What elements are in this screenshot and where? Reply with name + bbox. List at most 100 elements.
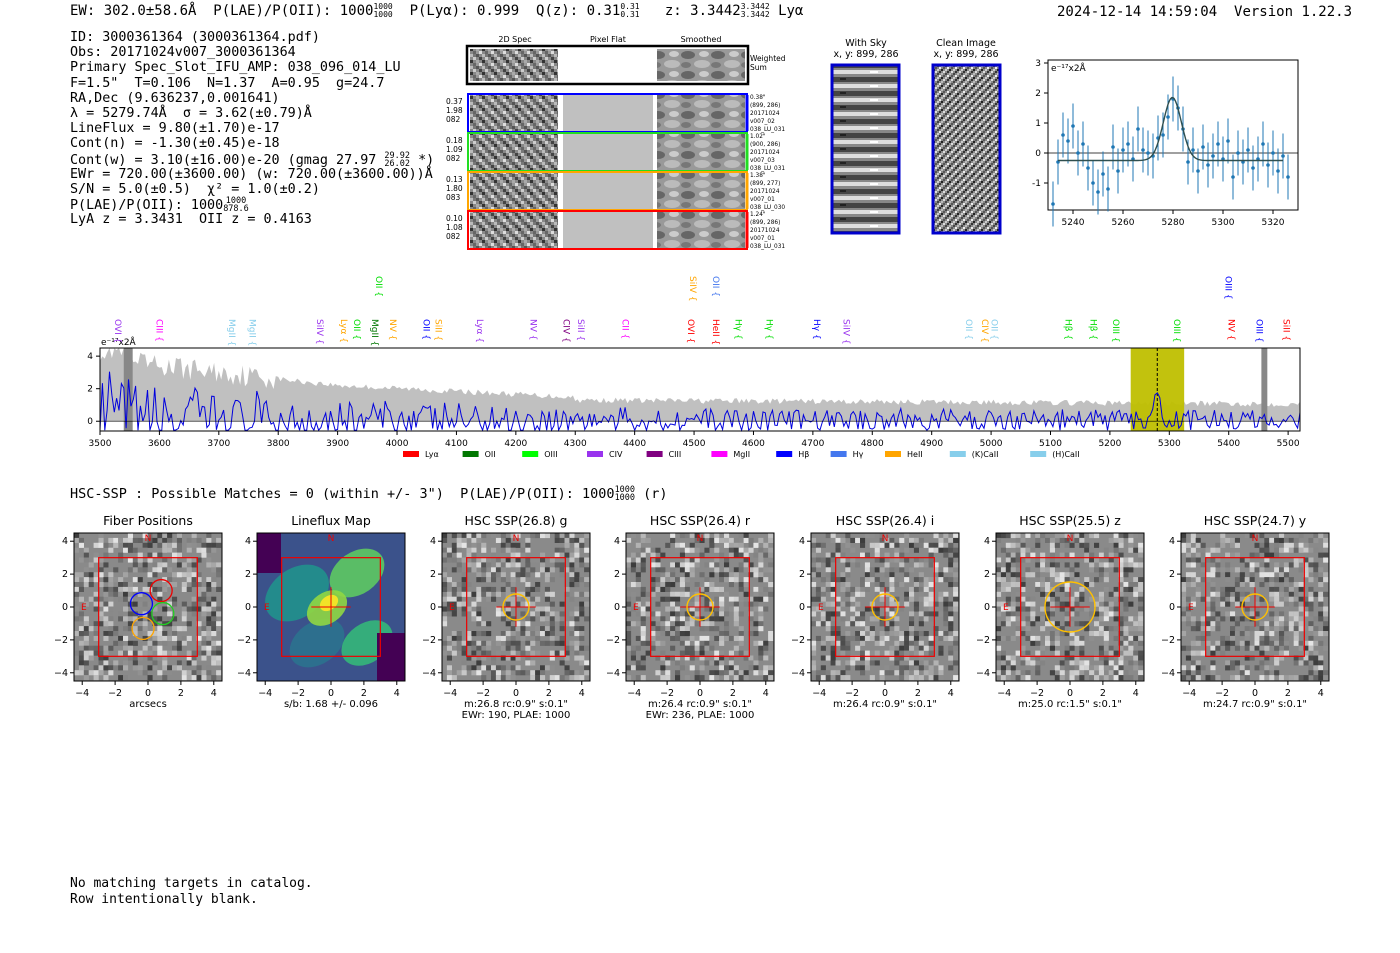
hsc-pixel bbox=[850, 537, 856, 543]
hsc-pixel bbox=[670, 577, 676, 583]
hsc-pixel bbox=[1210, 645, 1216, 651]
hsc-pixel bbox=[88, 582, 94, 588]
hsc-pixel bbox=[996, 533, 1002, 539]
legend-label-8: HeII bbox=[907, 450, 923, 459]
hsc-pixel bbox=[1283, 547, 1289, 553]
line-label-4: SiIV { bbox=[314, 319, 324, 345]
hsc-pixel bbox=[98, 650, 104, 656]
hsc-pixel bbox=[626, 621, 632, 627]
hsc-pixel bbox=[996, 582, 1002, 588]
hsc-pixel bbox=[743, 591, 749, 597]
hsc-pixel bbox=[1288, 537, 1294, 543]
info-id: ID: 3000361364 (3000361364.pdf) bbox=[70, 30, 320, 45]
hsc-pixel bbox=[1128, 537, 1134, 543]
hsc-pixel bbox=[1274, 645, 1280, 651]
hsc-pixel bbox=[584, 567, 590, 573]
hsc-pixel bbox=[815, 670, 821, 676]
hsc-pixel bbox=[953, 596, 959, 602]
hsc-pixel bbox=[1259, 582, 1265, 588]
hsc-pixel bbox=[83, 567, 89, 573]
hsc-pixel bbox=[684, 567, 690, 573]
hsc-pixel bbox=[874, 567, 880, 573]
hsc-pixel bbox=[948, 645, 954, 651]
hsc-pixel bbox=[733, 547, 739, 553]
hsc-pixel bbox=[1054, 675, 1060, 681]
hsc-pixel bbox=[719, 631, 725, 637]
hsc-pixel bbox=[748, 631, 754, 637]
header-z-lo: 3.3442 bbox=[740, 10, 770, 19]
hsc-pixel bbox=[626, 601, 632, 607]
hsc-pixel bbox=[1059, 537, 1065, 543]
hsc-pixel bbox=[520, 621, 526, 627]
hsc-pixel bbox=[1230, 640, 1236, 646]
hsc-pixel bbox=[579, 606, 585, 612]
catalog-footer: No matching targets in catalog. Row inte… bbox=[70, 876, 313, 907]
hsc-pixel bbox=[889, 582, 895, 588]
hsc-pixel bbox=[753, 665, 759, 671]
hsc-east-label-3: E bbox=[633, 603, 639, 613]
hsc-pixel bbox=[815, 675, 821, 681]
hsc-pixel bbox=[1230, 552, 1236, 558]
hsc-pixel bbox=[689, 562, 695, 568]
hsc-pixel bbox=[1030, 616, 1036, 622]
hsc-pixel bbox=[1298, 547, 1304, 553]
hsc-pixel bbox=[1269, 572, 1275, 578]
hsc-pixel bbox=[1254, 665, 1260, 671]
hsc-pixel bbox=[147, 537, 153, 543]
hsc-pixel bbox=[530, 675, 536, 681]
hsc-pixel bbox=[206, 616, 212, 622]
hsc-pixel bbox=[1220, 533, 1226, 539]
legend-label-3: CIV bbox=[609, 450, 623, 459]
hsc-pixel bbox=[768, 675, 774, 681]
hsc-pixel bbox=[564, 537, 570, 543]
hsc-pixel bbox=[1274, 621, 1280, 627]
hsc-pixel bbox=[108, 596, 114, 602]
hsc-pixel bbox=[540, 567, 546, 573]
hsc-pixel bbox=[1288, 596, 1294, 602]
hsc-pixel bbox=[709, 537, 715, 543]
hsc-pixel bbox=[83, 557, 89, 563]
hsc-pixel bbox=[684, 591, 690, 597]
info-redshift: LyA z = 3.3431 OII z = 0.4163 bbox=[70, 212, 312, 228]
hsc-pixel bbox=[1303, 626, 1309, 632]
hsc-pixel bbox=[1249, 582, 1255, 588]
hsc-pixel bbox=[864, 665, 870, 671]
hsc-pixel bbox=[943, 601, 949, 607]
hsc-pixel bbox=[500, 542, 506, 548]
hsc-pixel bbox=[689, 596, 695, 602]
hsc-pixel bbox=[127, 547, 133, 553]
hsc-pixel bbox=[835, 675, 841, 681]
hsc-pixel bbox=[1308, 606, 1314, 612]
hsc-pixel bbox=[704, 562, 710, 568]
hsc-pixel bbox=[840, 577, 846, 583]
hsc-aperture-box-3 bbox=[650, 557, 750, 657]
hsc-pixel bbox=[167, 670, 173, 676]
hsc-pixel bbox=[670, 621, 676, 627]
hsc-pixel bbox=[1084, 547, 1090, 553]
hsc-pixel bbox=[923, 542, 929, 548]
cutout-left-label-row-3-2: 082 bbox=[446, 232, 461, 241]
hsc-pixel bbox=[758, 626, 764, 632]
hsc-pixel bbox=[152, 572, 158, 578]
hsc-pixel bbox=[481, 626, 487, 632]
cutout-right-label-row-3-1: (899, 286) bbox=[750, 220, 780, 226]
full-xtick-label-17: 5200 bbox=[1098, 439, 1121, 449]
hsc-pixel bbox=[724, 586, 730, 592]
hsc-pixel bbox=[1210, 582, 1216, 588]
hsc-pixel bbox=[660, 631, 666, 637]
hsc-pixel bbox=[879, 557, 885, 563]
hsc-pixel bbox=[211, 567, 217, 573]
hsc-pixel bbox=[515, 557, 521, 563]
hsc-pixel bbox=[1293, 626, 1299, 632]
hsc-pixel bbox=[579, 635, 585, 641]
hsc-pixel bbox=[1094, 577, 1100, 583]
hsc-pixel bbox=[1239, 596, 1245, 602]
hsc-pixel bbox=[1138, 586, 1144, 592]
hsc-pixel bbox=[630, 552, 636, 558]
hsc-pixel bbox=[211, 596, 217, 602]
hsc-pixel bbox=[515, 596, 521, 602]
hsc-pixel bbox=[181, 660, 187, 666]
hsc-pixel bbox=[1195, 591, 1201, 597]
hsc-pixel bbox=[559, 567, 565, 573]
hsc-pixel bbox=[486, 645, 492, 651]
